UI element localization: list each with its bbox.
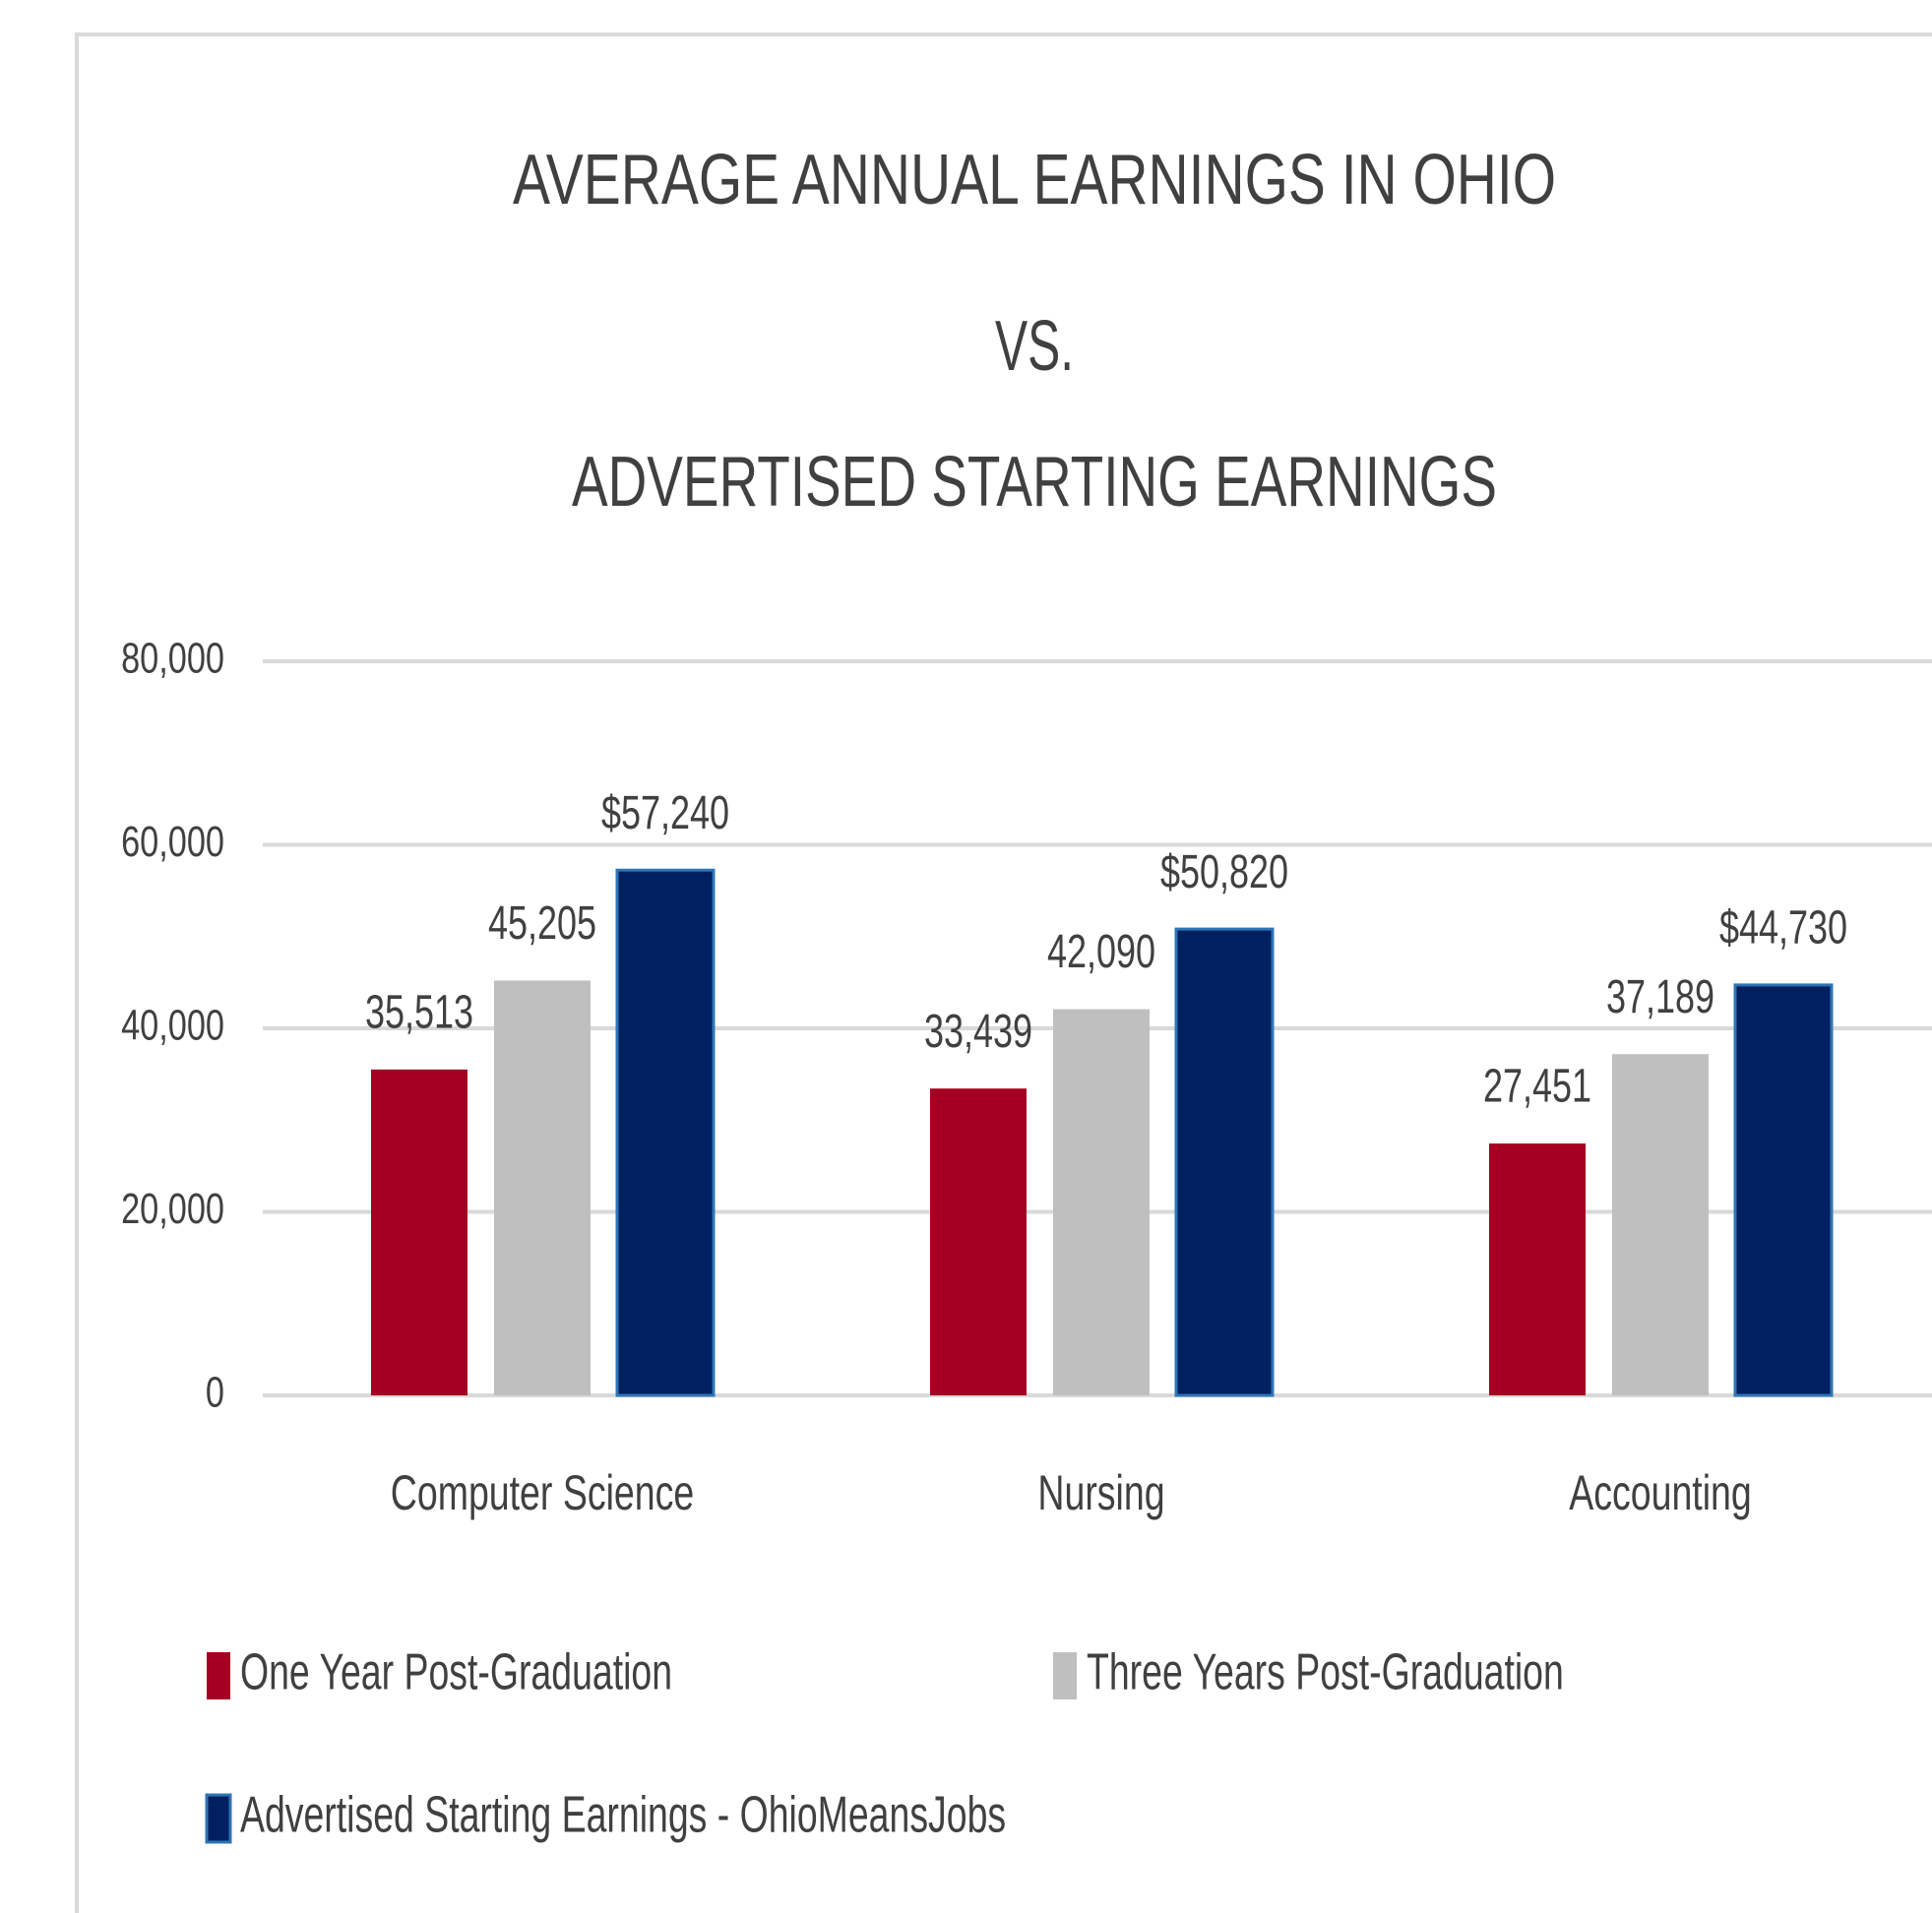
x-tick-label: Computer Science (391, 1466, 694, 1520)
bar (494, 980, 591, 1395)
legend-marker (207, 1652, 230, 1699)
x-tick-label: Nursing (1037, 1466, 1164, 1520)
data-label: 33,439 (924, 1005, 1032, 1057)
bar (371, 1069, 467, 1395)
data-label: 42,090 (1047, 925, 1155, 977)
legend-marker (1053, 1652, 1077, 1699)
chart-title: AVERAGE ANNUAL EARNINGS IN OHIO (513, 141, 1556, 219)
bar (1174, 927, 1275, 1397)
legend-label: Three Years Post-Graduation (1087, 1643, 1564, 1701)
data-label: $44,730 (1719, 901, 1847, 954)
y-tick-label: 20,000 (121, 1185, 224, 1233)
data-label: 35,513 (365, 986, 473, 1038)
chart-title: VS. (995, 307, 1074, 386)
legend-label: One Year Post-Graduation (240, 1643, 672, 1701)
bar (615, 868, 716, 1397)
y-tick-label: 60,000 (121, 818, 224, 866)
y-tick-label: 80,000 (121, 635, 224, 683)
data-label: $57,240 (601, 786, 729, 838)
bar (1053, 1009, 1150, 1395)
chart-title: ADVERTISED STARTING EARNINGS (572, 443, 1497, 522)
data-label: 37,189 (1606, 970, 1714, 1022)
data-label: 27,451 (1483, 1060, 1591, 1112)
x-tick-label: Accounting (1569, 1466, 1752, 1520)
y-tick-label: 40,000 (121, 1002, 224, 1050)
bar (1733, 983, 1834, 1397)
legend-label: Advertised Starting Earnings - OhioMeans… (240, 1786, 1006, 1844)
bar (930, 1088, 1027, 1395)
chart-frame (75, 32, 1932, 1913)
data-label: $50,820 (1160, 845, 1288, 897)
bar (1489, 1143, 1586, 1395)
legend-marker (205, 1793, 232, 1844)
y-tick-label: 0 (206, 1369, 224, 1417)
data-label: 45,205 (488, 896, 596, 949)
bar (1612, 1054, 1709, 1395)
